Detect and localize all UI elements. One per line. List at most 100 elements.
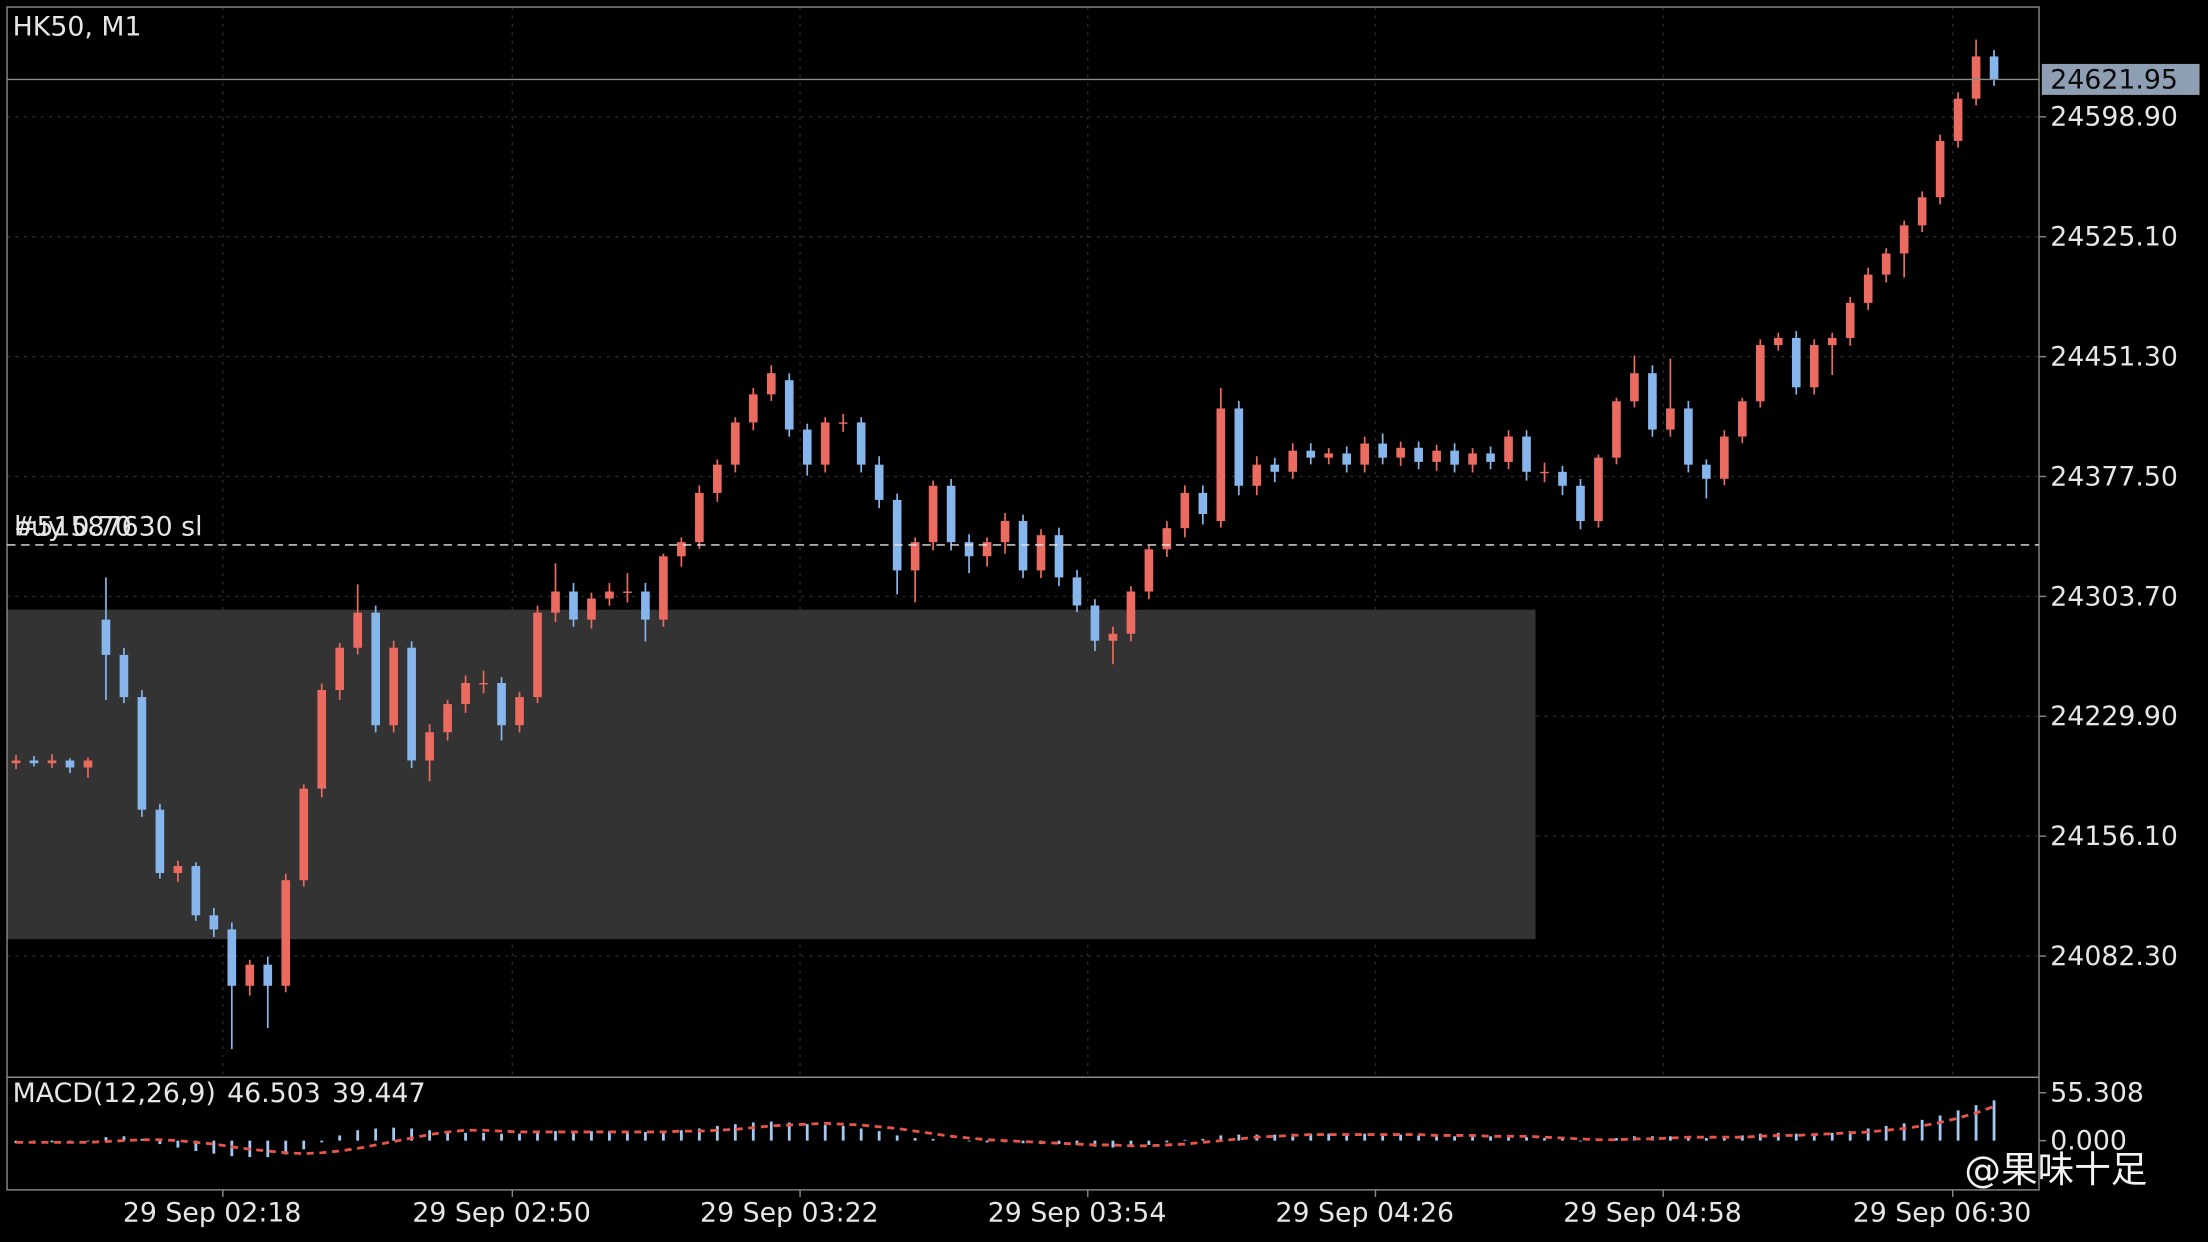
candle-body (605, 591, 614, 599)
candle-body (1072, 577, 1082, 606)
candle-body (569, 591, 578, 620)
candle-body (29, 760, 39, 764)
candle-body (1162, 528, 1172, 550)
candle-body (461, 682, 470, 705)
macd-name: MACD(12,26,9) (13, 1078, 216, 1109)
candle-body (1000, 521, 1010, 543)
zone-layer (7, 609, 1536, 940)
candle-body (533, 612, 542, 698)
candle-body (1702, 464, 1711, 479)
candle-body (1468, 453, 1477, 465)
candle-body (1935, 140, 1945, 198)
candle-body (1684, 408, 1693, 465)
candle-body (497, 682, 506, 726)
x-tick-label: 29 Sep 04:26 (1276, 1197, 1455, 1228)
candle-body (1198, 492, 1208, 515)
candle-body (209, 915, 219, 930)
candle-body (1252, 464, 1262, 486)
candle-body (1791, 337, 1801, 388)
x-tick-label: 29 Sep 03:22 (700, 1197, 879, 1228)
candle-body (353, 612, 363, 648)
candle-body (155, 809, 165, 874)
y-tick-label: 24229.90 (2050, 701, 2178, 732)
symbol-title: HK50, M1 (13, 12, 142, 43)
candle-body (335, 647, 345, 690)
candle-body (263, 964, 273, 986)
candle-body (1396, 447, 1405, 458)
candle-body (479, 682, 488, 685)
macd-label: MACD(12,26,9) 46.503 39.447 (13, 1078, 426, 1109)
order-label: buy 0.70 (14, 512, 132, 543)
candle-body (299, 788, 309, 881)
candle-body (11, 760, 21, 764)
candle-body (766, 373, 776, 395)
candle-body (1144, 549, 1154, 592)
candle-body (1522, 436, 1531, 472)
candle-body (1953, 98, 1963, 141)
candle-body (1036, 535, 1046, 571)
candle-body (659, 556, 668, 620)
candle-body (874, 464, 884, 500)
macd-signal-value: 39.447 (332, 1078, 426, 1109)
candle-body (1234, 408, 1244, 486)
candle-body (1486, 453, 1495, 462)
candle-body (695, 492, 704, 543)
candle-body (317, 689, 327, 789)
macd-tick-label: 55.308 (2050, 1078, 2144, 1109)
candle-body (928, 485, 938, 543)
candle-body (1648, 373, 1657, 430)
candle-body (1594, 457, 1603, 522)
candle-body (1360, 443, 1370, 465)
macd-signal-line (16, 1105, 1995, 1156)
macd-main-value: 46.503 (227, 1078, 321, 1109)
candle-body (964, 542, 974, 557)
candle-body (1666, 408, 1675, 430)
candle-body (1863, 274, 1873, 303)
y-tick-label: 24377.50 (2050, 461, 2178, 492)
candle-body (1090, 605, 1100, 641)
candle-body (65, 760, 75, 768)
candle-body (1971, 56, 1981, 99)
candle-body (443, 704, 452, 733)
candle-body (623, 591, 632, 593)
current-price-label: 24621.95 (2050, 64, 2178, 95)
candle-body (1827, 337, 1837, 346)
candle-body (83, 760, 93, 768)
candle-body (1809, 345, 1819, 388)
macd-panel: 55.308 0.000 MACD(12,26,9) 46.503 39.447 (13, 1078, 2144, 1158)
y-tick-label: 24082.30 (2050, 941, 2178, 972)
candle-body (784, 380, 794, 430)
candle-body (1018, 521, 1028, 571)
candle-body (1773, 337, 1783, 346)
candle-body (407, 647, 416, 761)
overlay: 24598.90 24525.10 24451.30 24377.50 24303.70… (7, 63, 2200, 1228)
y-tick-label: 24451.30 (2050, 342, 2178, 373)
candle-body (137, 697, 147, 810)
candle-body (119, 654, 129, 698)
x-tick-label: 29 Sep 06:30 (1853, 1197, 2032, 1228)
x-tick-label: 29 Sep 04:58 (1563, 1197, 1742, 1228)
y-tick-label: 24598.90 (2050, 102, 2178, 133)
candle-body (946, 485, 956, 543)
current-price-box (2041, 63, 2200, 95)
candle-body (1378, 443, 1387, 458)
candle-body (1989, 56, 1999, 80)
candle-body (1126, 591, 1136, 634)
x-tick-label: 29 Sep 02:50 (412, 1197, 591, 1228)
candle-body (838, 422, 848, 424)
candle-body (641, 591, 650, 620)
candle-body (1630, 373, 1639, 402)
candle-body (1755, 345, 1765, 402)
candle-body (1216, 408, 1226, 522)
candle-body (1054, 535, 1064, 578)
candle-body (1180, 492, 1190, 529)
macd-tick-label: 0.000 (2050, 1126, 2127, 1157)
candle-body (1540, 471, 1549, 474)
candle-body (101, 619, 111, 655)
candle-body (1504, 436, 1513, 462)
candle-body (713, 464, 722, 493)
candle-body (1845, 302, 1855, 338)
candle-body (587, 598, 596, 620)
y-tick-label: 24303.70 (2050, 581, 2178, 612)
